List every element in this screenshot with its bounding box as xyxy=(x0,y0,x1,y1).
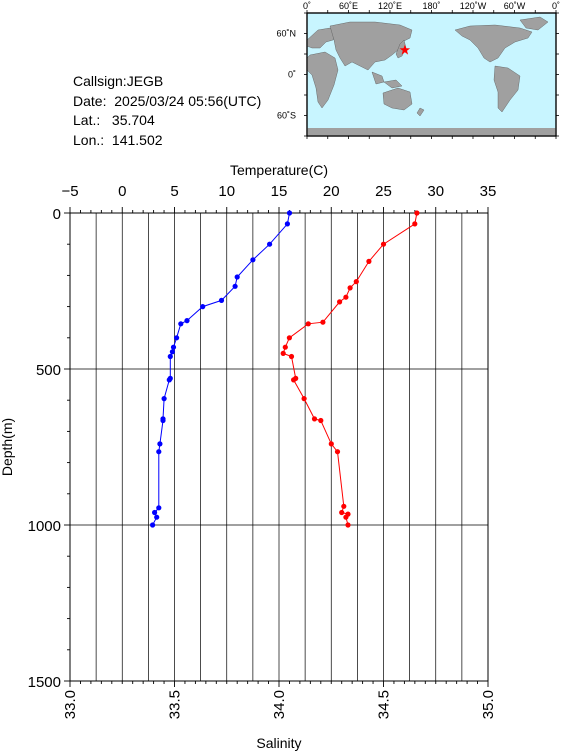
salinity-tick-label: 35.0 xyxy=(480,690,497,719)
temperature-tick-label: −5 xyxy=(61,183,78,200)
salinity-point xyxy=(288,353,295,360)
temperature-tick-label: 30 xyxy=(427,183,444,200)
temperature-point xyxy=(152,509,158,516)
latitude-text: Lat.: 35.704 xyxy=(73,112,155,128)
salinity-point xyxy=(305,321,311,327)
salinity-point xyxy=(301,396,307,402)
temperature-point xyxy=(157,441,163,447)
map-ticks xyxy=(304,10,559,139)
temperature-point xyxy=(150,522,156,528)
salinity-point xyxy=(328,441,334,447)
map-longitude-label: 180˚ xyxy=(422,1,440,11)
map-land xyxy=(306,16,556,136)
temperature-point xyxy=(234,274,240,280)
salinity-point xyxy=(339,509,345,516)
salinity-point xyxy=(347,285,353,291)
salinity-point xyxy=(343,514,349,520)
salinity-point xyxy=(341,503,347,509)
salinity-point xyxy=(286,335,292,341)
salinity-tick-label: 34.0 xyxy=(271,690,288,719)
salinity-point xyxy=(334,449,341,455)
temperature-point xyxy=(160,417,166,424)
temperature-point xyxy=(154,514,160,520)
temperature-tick-label: 15 xyxy=(271,183,288,200)
salinity-point xyxy=(380,241,387,247)
salinity-point xyxy=(318,417,324,424)
map-longitude-label: 0˚ xyxy=(552,1,560,11)
temperature-point xyxy=(161,396,167,402)
salinity-point xyxy=(345,522,351,528)
salinity-point xyxy=(311,416,318,422)
salinity-point xyxy=(412,221,418,227)
salinity-point xyxy=(280,350,286,356)
map-latitude-labels: 60˚N 0˚ 60˚S xyxy=(276,29,296,121)
salinity-axis: 33.0 33.5 34.0 34.5 35.0 xyxy=(62,681,497,719)
temperature-point xyxy=(232,283,238,289)
temperature-tick-label: 35 xyxy=(480,183,497,200)
temperature-point xyxy=(184,318,190,324)
temperature-point xyxy=(267,241,273,247)
salinity-point xyxy=(282,344,288,350)
salinity-point xyxy=(414,210,420,216)
salinity-point xyxy=(353,279,359,285)
depth-tick-label: 500 xyxy=(36,362,61,379)
station-info: Callsign:JEGB Date: 2025/03/24 05:56(UTC… xyxy=(73,72,261,150)
temperature-axis-label: Temperature(C) xyxy=(230,162,328,178)
callsign-text: Callsign:JEGB xyxy=(73,73,164,89)
station-marker-icon xyxy=(399,44,411,55)
temperature-axis: −5 0 5 10 15 20 25 30 35 xyxy=(61,183,496,213)
salinity-point xyxy=(366,258,372,264)
salinity-tick-label: 33.0 xyxy=(62,690,79,719)
map-longitude-label: 120˚W xyxy=(460,1,487,11)
salinity-tick-label: 33.5 xyxy=(167,690,184,719)
temperature-tick-label: 25 xyxy=(375,183,392,200)
map-latitude-label: 60˚S xyxy=(277,111,296,121)
depth-tick-label: 1500 xyxy=(28,674,61,691)
temperature-point xyxy=(167,353,173,360)
map-longitude-label: 120˚E xyxy=(378,1,402,11)
temperature-point xyxy=(178,321,184,327)
temperature-point xyxy=(284,221,290,227)
world-map: 0˚ 60˚E 120˚E 180˚ 120˚W 60˚W 0˚ 60˚N 0˚ 60˚S xyxy=(276,1,560,139)
temperature-tick-label: 5 xyxy=(170,183,178,200)
temperature-tick-label: 0 xyxy=(118,183,126,200)
temperature-point xyxy=(174,335,180,341)
salinity-point xyxy=(337,299,343,305)
map-latitude-label: 0˚ xyxy=(288,70,296,80)
temperature-point xyxy=(218,297,225,303)
map-latitude-label: 60˚N xyxy=(276,29,296,39)
map-longitude-label: 60˚W xyxy=(504,1,526,11)
map-longitude-label: 60˚E xyxy=(339,1,358,11)
salinity-point xyxy=(291,377,297,383)
temperature-point xyxy=(250,257,256,263)
depth-axis: 0 500 1000 1500 xyxy=(28,206,70,691)
depth-tick-label: 1000 xyxy=(28,518,61,535)
chart-grid xyxy=(70,213,488,681)
temperature-point xyxy=(156,505,162,511)
depth-tick-label: 0 xyxy=(53,206,61,223)
date-text: Date: 2025/03/24 05:56(UTC) xyxy=(73,92,262,109)
data-series xyxy=(150,210,420,528)
map-longitude-labels: 0˚ 60˚E 120˚E 180˚ 120˚W 60˚W 0˚ xyxy=(303,1,560,11)
station-star xyxy=(399,44,411,55)
temperature-tick-label: 20 xyxy=(323,183,340,200)
salinity-axis-label: Salinity xyxy=(256,735,301,751)
salinity-point xyxy=(343,294,349,300)
temperature-point xyxy=(156,449,162,455)
depth-axis-label: Depth(m) xyxy=(0,418,15,476)
salinity-tick-label: 34.5 xyxy=(376,690,393,719)
temperature-point xyxy=(286,210,293,216)
map-longitude-label: 0˚ xyxy=(303,1,311,11)
temperature-point xyxy=(200,304,206,310)
salinity-point xyxy=(320,319,326,325)
longitude-text: Lon.: 141.502 xyxy=(73,131,163,148)
temperature-point xyxy=(169,349,175,355)
temperature-tick-label: 10 xyxy=(218,183,235,200)
temperature-point xyxy=(170,344,177,350)
temperature-point xyxy=(166,377,172,383)
